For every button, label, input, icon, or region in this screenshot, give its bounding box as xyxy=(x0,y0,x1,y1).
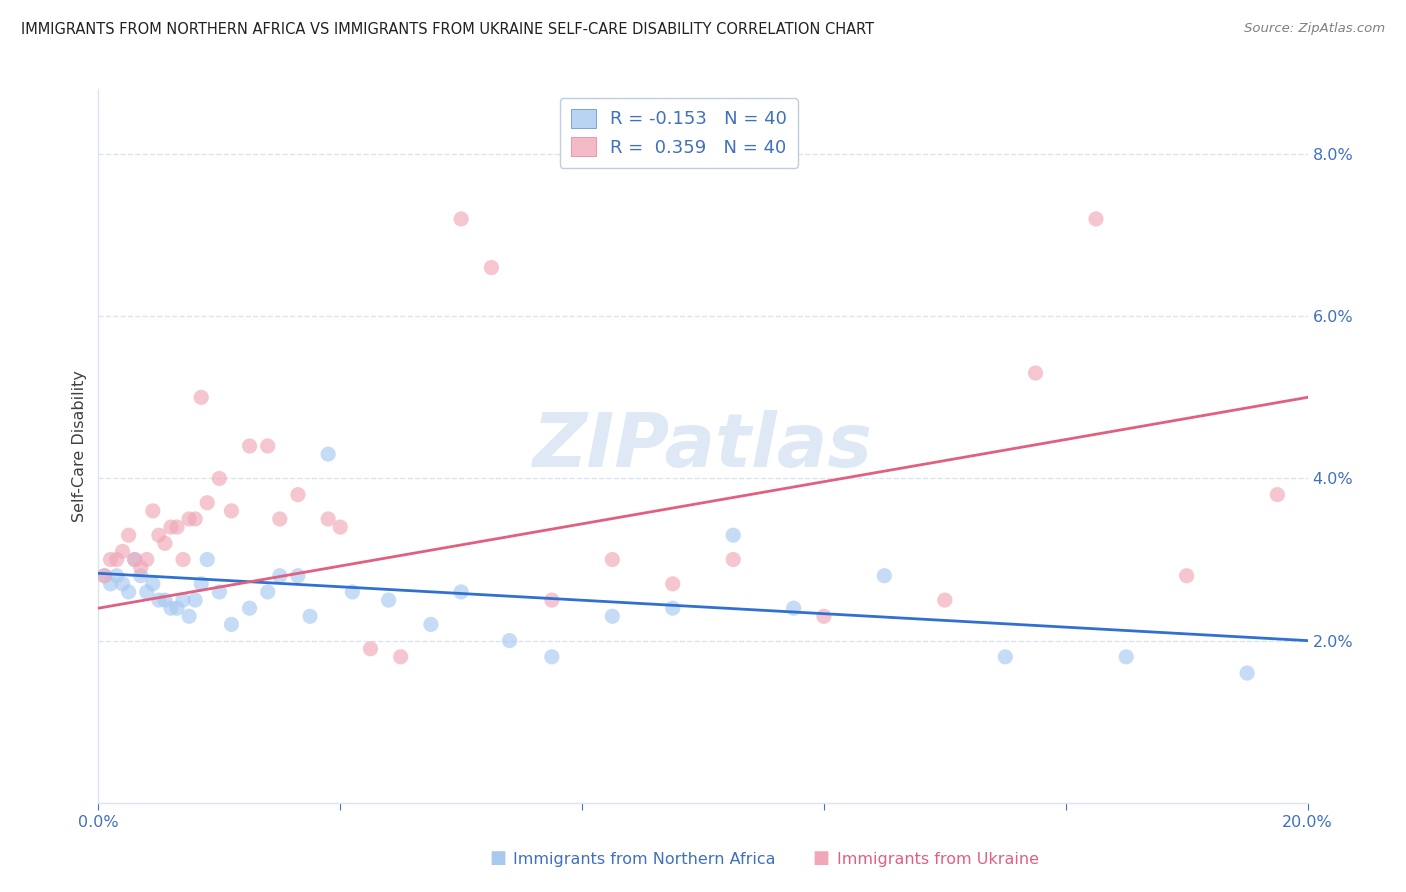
Point xyxy=(124,552,146,566)
Point xyxy=(721,552,744,566)
Point xyxy=(148,528,170,542)
Point xyxy=(129,560,152,574)
Point xyxy=(360,641,382,656)
Text: IMMIGRANTS FROM NORTHERN AFRICA VS IMMIGRANTS FROM UKRAINE SELF-CARE DISABILITY : IMMIGRANTS FROM NORTHERN AFRICA VS IMMIG… xyxy=(21,22,875,37)
Point xyxy=(239,439,262,453)
Point xyxy=(1236,666,1258,681)
Point xyxy=(602,552,624,566)
Point xyxy=(481,260,503,275)
Point xyxy=(111,577,134,591)
Point xyxy=(93,568,115,582)
Text: Source: ZipAtlas.com: Source: ZipAtlas.com xyxy=(1244,22,1385,36)
Point xyxy=(342,585,364,599)
Text: ZIPatlas: ZIPatlas xyxy=(533,409,873,483)
Point xyxy=(166,520,188,534)
Point xyxy=(256,585,278,599)
Point xyxy=(329,520,352,534)
Point xyxy=(1175,568,1198,582)
Point xyxy=(135,552,157,566)
Text: Immigrants from Ukraine: Immigrants from Ukraine xyxy=(837,852,1039,867)
Point xyxy=(195,552,218,566)
Point xyxy=(172,552,194,566)
Point xyxy=(450,585,472,599)
Text: Immigrants from Northern Africa: Immigrants from Northern Africa xyxy=(513,852,776,867)
Point xyxy=(153,536,176,550)
Point xyxy=(111,544,134,558)
Point xyxy=(269,568,291,582)
Legend: R = -0.153   N = 40, R =  0.359   N = 40: R = -0.153 N = 40, R = 0.359 N = 40 xyxy=(560,98,799,168)
Point xyxy=(195,496,218,510)
Point xyxy=(721,528,744,542)
Point xyxy=(450,211,472,226)
Point xyxy=(299,609,322,624)
Point xyxy=(813,609,835,624)
Point xyxy=(1115,649,1137,664)
Point xyxy=(287,568,309,582)
Point xyxy=(782,601,804,615)
Point xyxy=(93,568,115,582)
Point xyxy=(498,633,520,648)
Point xyxy=(142,504,165,518)
Point xyxy=(602,609,624,624)
Point xyxy=(389,649,412,664)
Point xyxy=(105,552,128,566)
Point xyxy=(124,552,146,566)
Point xyxy=(129,568,152,582)
Point xyxy=(184,593,207,607)
Point xyxy=(661,577,683,591)
Point xyxy=(540,593,562,607)
Point xyxy=(177,609,201,624)
Point xyxy=(118,528,141,542)
Point xyxy=(172,593,194,607)
Point xyxy=(994,649,1017,664)
Point xyxy=(142,577,165,591)
Point xyxy=(256,439,278,453)
Point xyxy=(221,504,243,518)
Point xyxy=(166,601,188,615)
Text: ■: ■ xyxy=(813,849,830,867)
Point xyxy=(118,585,141,599)
Point xyxy=(419,617,441,632)
Point xyxy=(100,577,122,591)
Point xyxy=(269,512,291,526)
Text: ■: ■ xyxy=(489,849,506,867)
Point xyxy=(208,585,231,599)
Point xyxy=(377,593,399,607)
Point xyxy=(540,649,562,664)
Point xyxy=(1085,211,1108,226)
Point xyxy=(184,512,207,526)
Point xyxy=(934,593,956,607)
Point xyxy=(208,471,231,485)
Point xyxy=(100,552,122,566)
Y-axis label: Self-Care Disability: Self-Care Disability xyxy=(72,370,87,522)
Point xyxy=(239,601,262,615)
Point xyxy=(1024,366,1046,380)
Point xyxy=(661,601,683,615)
Point xyxy=(135,585,157,599)
Point xyxy=(1265,488,1288,502)
Point xyxy=(105,568,128,582)
Point xyxy=(316,447,339,461)
Point xyxy=(153,593,176,607)
Point xyxy=(160,601,183,615)
Point xyxy=(148,593,170,607)
Point xyxy=(190,390,212,404)
Point xyxy=(873,568,896,582)
Point xyxy=(190,577,212,591)
Point xyxy=(316,512,339,526)
Point xyxy=(221,617,243,632)
Point xyxy=(177,512,201,526)
Point xyxy=(160,520,183,534)
Point xyxy=(287,488,309,502)
